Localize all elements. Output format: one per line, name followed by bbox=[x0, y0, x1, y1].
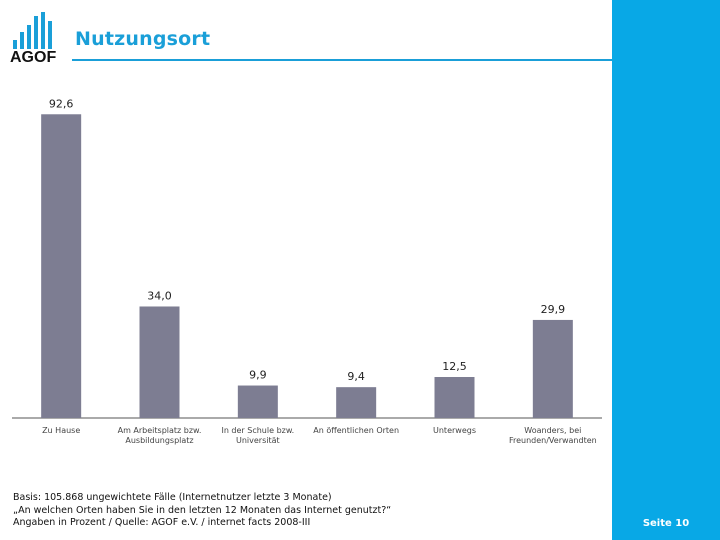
category-label: Zu Hause bbox=[42, 426, 80, 435]
bar bbox=[139, 306, 180, 418]
category-label: Ausbildungsplatz bbox=[125, 436, 193, 445]
category-label: Woanders, bei bbox=[524, 426, 581, 435]
page-title: Nutzungsort bbox=[75, 28, 211, 50]
bar bbox=[336, 387, 377, 418]
data-label: 9,4 bbox=[347, 370, 365, 383]
logo-text: AGOF bbox=[10, 49, 56, 64]
logo-bar bbox=[20, 32, 24, 49]
data-label: 9,9 bbox=[249, 369, 267, 382]
bar bbox=[434, 377, 475, 418]
logo-bar bbox=[41, 12, 45, 49]
category-label: In der Schule bzw. bbox=[221, 426, 294, 435]
category-label: An öffentlichen Orten bbox=[313, 426, 399, 435]
side-band bbox=[612, 0, 720, 540]
category-label: Universität bbox=[236, 436, 280, 445]
title-divider bbox=[72, 59, 612, 61]
bar bbox=[532, 319, 573, 418]
footnotes: Basis: 105.868 ungewichtete Fälle (Inter… bbox=[13, 492, 391, 530]
bar bbox=[41, 114, 82, 418]
data-label: 34,0 bbox=[147, 289, 172, 302]
data-label: 92,6 bbox=[49, 97, 74, 110]
data-label: 29,9 bbox=[541, 303, 566, 316]
logo-bar bbox=[27, 25, 31, 49]
category-label: Unterwegs bbox=[433, 426, 476, 435]
bar bbox=[237, 385, 278, 418]
logo-bar bbox=[34, 16, 38, 49]
logo-bar bbox=[13, 40, 17, 49]
agof-logo: AGOF bbox=[10, 12, 56, 64]
logo-bar bbox=[48, 21, 52, 49]
category-label: Freunden/Verwandten bbox=[509, 436, 597, 445]
footnote-question: „An welchen Orten haben Sie in den letzt… bbox=[13, 504, 392, 516]
data-label: 12,5 bbox=[442, 360, 467, 373]
bar-chart: 92,6 Zu Hause 34,0 Am Arbeitsplatz bzw.Ausb… bbox=[12, 97, 602, 445]
category-label: Am Arbeitsplatz bzw. bbox=[118, 426, 202, 435]
page-number: Seite 10 bbox=[642, 518, 690, 529]
footnote-source: Angaben in Prozent / Quelle: AGOF e.V. /… bbox=[13, 517, 311, 528]
footnote-basis: Basis: 105.868 ungewichtete Fälle (Inter… bbox=[13, 492, 332, 503]
